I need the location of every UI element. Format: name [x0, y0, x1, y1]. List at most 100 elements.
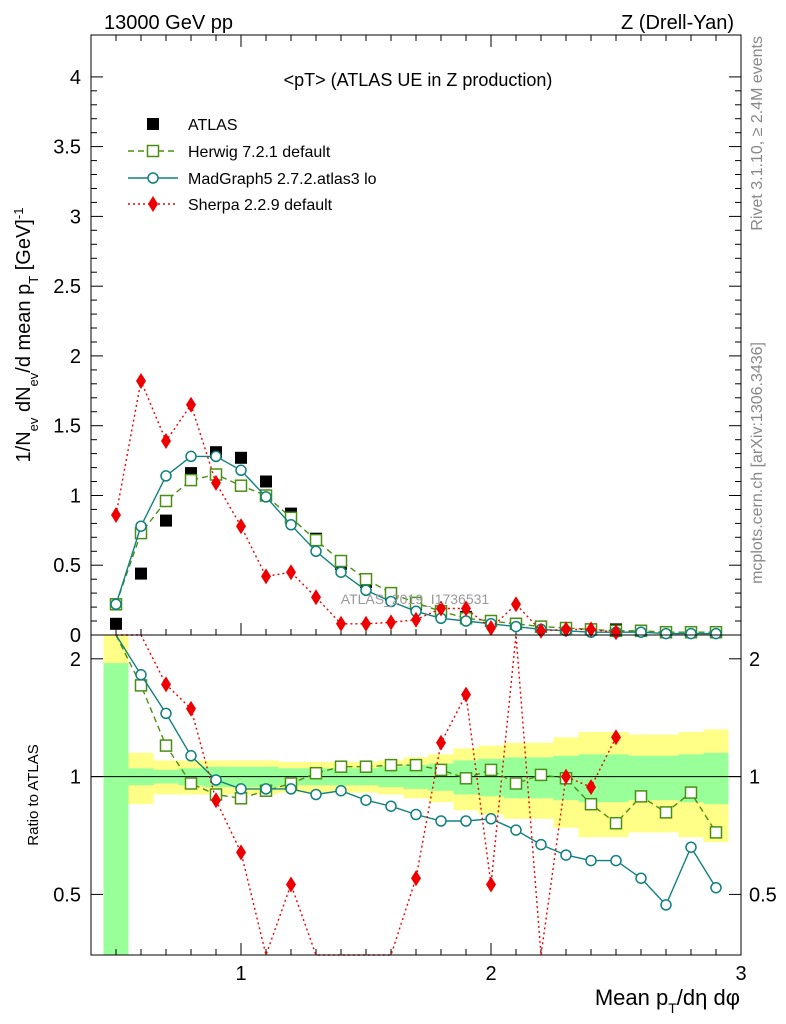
x-tick-label: 2: [485, 963, 496, 985]
sherpa-point: [261, 568, 271, 585]
ratio-tick-label: 0.5: [53, 884, 81, 906]
madgraph5-point: [385, 595, 397, 608]
sherpa-point: [186, 396, 196, 413]
rivet-label: Rivet 3.1.10, ≥ 2.4M events: [749, 36, 766, 231]
y-tick-label: 2.5: [53, 276, 81, 298]
sherpa-ratio-point: [436, 734, 446, 751]
madgraph5-ratio-point: [560, 849, 572, 861]
atlas-point: [235, 451, 247, 464]
madgraph5-ratio-point: [585, 854, 597, 867]
axes-ticks: 0 0.5 1 1.5 2 2.5 3 3.5 4 0.5 0.5 1 1 2 2 1 2 3: [53, 35, 777, 985]
herwig-ratio-point: [334, 760, 348, 773]
sherpa-point: [411, 611, 421, 628]
ratio-tick-label: 2: [70, 649, 81, 671]
legend-label: Sherpa 2.2.9 default: [188, 197, 333, 214]
legend-marker: [148, 196, 158, 212]
main-plot-series: [109, 373, 723, 641]
x-tick-label: 1: [235, 963, 246, 985]
herwig-point: [359, 572, 373, 586]
herwig-point: [334, 554, 348, 568]
ratio-tick-label-right: 0.5: [749, 884, 777, 906]
sherpa-point: [611, 624, 621, 641]
x-tick-label: 3: [735, 963, 746, 985]
madgraph5-ratio-point: [335, 784, 347, 797]
herwig-point: [234, 479, 248, 492]
sherpa-ratio-point: [611, 729, 621, 746]
atlas-point: [110, 617, 122, 630]
madgraph5-ratio-point: [260, 783, 272, 795]
herwig-ratio-point: [609, 816, 623, 830]
madgraph5-ratio-point: [285, 783, 297, 795]
sherpa-ratio-point: [161, 676, 171, 693]
legend-marker: [147, 172, 159, 184]
herwig-point: [159, 494, 173, 508]
herwig-ratio-point: [459, 772, 473, 785]
herwig-ratio-point: [309, 766, 323, 780]
madgraph5-point: [335, 566, 347, 578]
herwig-ratio-point: [184, 777, 198, 790]
atlas-point: [160, 514, 172, 527]
sherpa-point: [311, 589, 321, 606]
madgraph5-point: [660, 627, 672, 640]
madgraph5-point: [110, 598, 122, 611]
y-axis-label: 1/Nev dNev/d mean pT [GeV]-1: [11, 208, 41, 463]
legend-label: ATLAS: [188, 117, 238, 134]
sherpa-ratio-point: [411, 870, 421, 887]
header-left: 13000 GeV pp: [104, 12, 233, 34]
atlas-point: [260, 475, 272, 488]
herwig-ratio-point: [409, 758, 423, 772]
herwig-ratio-point: [384, 758, 398, 772]
herwig-point: [184, 473, 198, 487]
sherpa-point: [436, 600, 446, 617]
sherpa-point: [286, 564, 296, 581]
madgraph5-ratio-point: [660, 899, 672, 911]
ratio-y-axis-label: Ratio to ATLAS: [25, 744, 42, 845]
madgraph5-ratio-point: [685, 841, 697, 853]
watermark: ATLAS_2019_I1736531: [341, 591, 490, 607]
madgraph5-point: [310, 545, 322, 558]
madgraph5-ratio-point: [610, 854, 622, 867]
sherpa-ratio-point: [461, 686, 471, 703]
sherpa-point: [486, 620, 496, 636]
y-tick-label: 2: [70, 346, 81, 368]
ratio-tick-label-right: 2: [749, 649, 760, 671]
madgraph5-ratio-point: [410, 808, 422, 821]
legend-marker: [146, 144, 160, 158]
madgraph5-ratio-point: [135, 669, 147, 681]
madgraph5-point: [160, 470, 172, 482]
band-inner: [703, 752, 729, 805]
legend-label: MadGraph5 2.7.2.atlas3 lo: [188, 171, 377, 188]
atlas-point: [135, 567, 147, 580]
legend-marker: [147, 118, 159, 130]
sherpa-point: [511, 596, 521, 613]
y-tick-label: 3.5: [53, 137, 81, 159]
sherpa-ratio-point: [286, 876, 296, 893]
y-tick-label: 0: [70, 625, 81, 647]
sherpa-point: [361, 615, 371, 632]
madgraph5-ratio-point: [160, 707, 172, 720]
sherpa-point: [461, 600, 471, 617]
y-tick-label: 0.5: [53, 555, 81, 577]
herwig-point: [309, 533, 323, 547]
ratio-tick-label: 1: [70, 767, 81, 789]
madgraph5-point: [510, 620, 522, 633]
madgraph5-point: [635, 626, 647, 638]
madgraph5-point: [210, 450, 222, 463]
header-right: Z (Drell-Yan): [621, 12, 734, 34]
ratio-uncertainty-bands: [103, 635, 729, 955]
band-inner: [103, 663, 129, 955]
ratio-plot-frame: [90, 634, 742, 956]
sherpa-ratio-point: [211, 792, 221, 809]
madgraph5-point: [185, 450, 197, 463]
madgraph5-point: [285, 519, 297, 531]
herwig-ratio-point: [634, 790, 648, 803]
legend-label: Herwig 7.2.1 default: [188, 144, 331, 161]
herwig-ratio-point: [509, 777, 523, 790]
x-axis-label: Mean pT/dη dφ: [595, 985, 740, 1016]
madgraph5-ratio-point: [360, 794, 372, 806]
sherpa-point: [586, 621, 596, 638]
ratio-plot-series: [115, 634, 723, 958]
sherpa-ratio-point: [561, 768, 571, 785]
madgraph5-point: [360, 584, 372, 597]
